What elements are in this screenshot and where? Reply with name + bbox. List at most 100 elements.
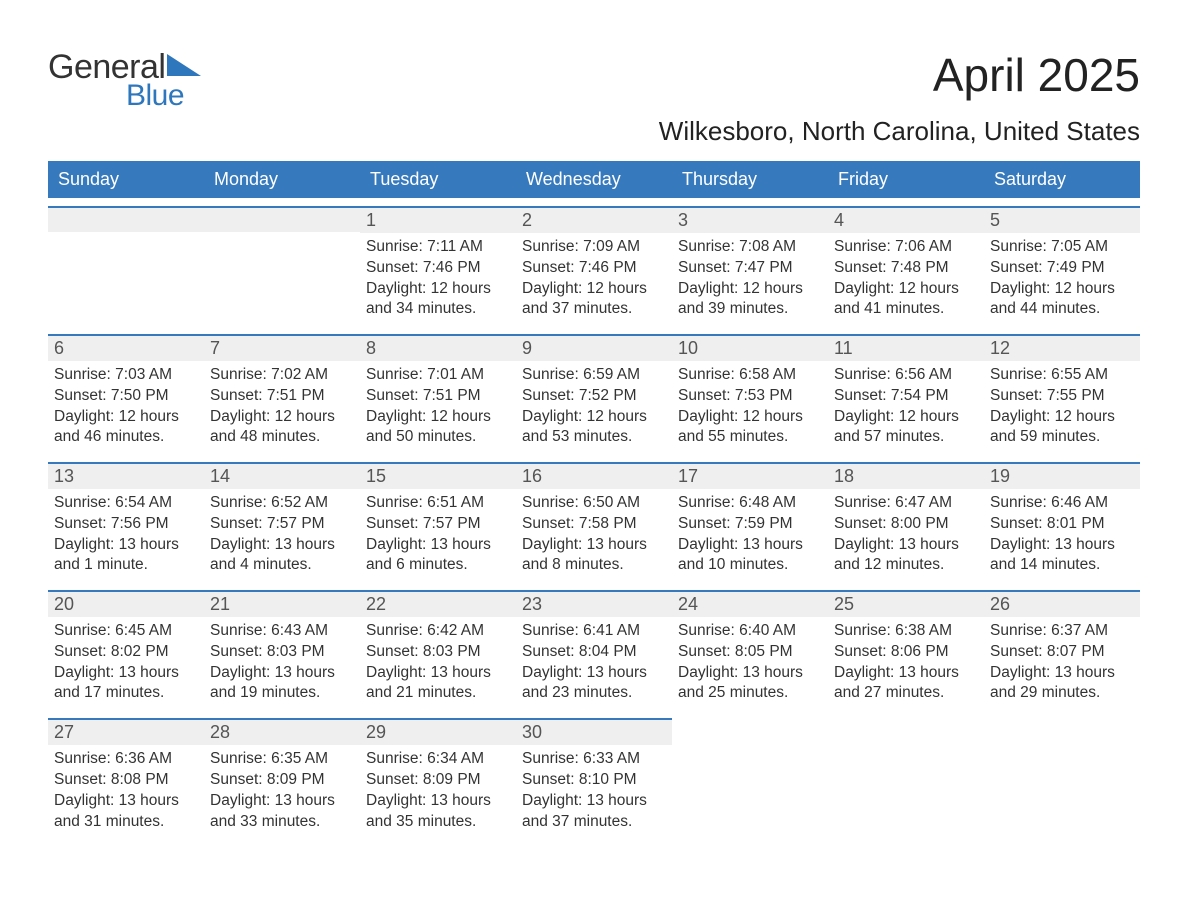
- sunset-line: Sunset: 8:01 PM: [990, 514, 1134, 535]
- day-details: Sunrise: 7:03 AMSunset: 7:50 PMDaylight:…: [48, 361, 204, 454]
- day-number: 18: [828, 462, 984, 489]
- daylight-line: Daylight: 13 hours: [522, 535, 666, 556]
- daylight-line: Daylight: 13 hours: [522, 663, 666, 684]
- daylight-line: Daylight: 12 hours: [678, 279, 822, 300]
- daylight-line: and 35 minutes.: [366, 812, 510, 833]
- daylight-line: Daylight: 13 hours: [834, 663, 978, 684]
- daylight-line: Daylight: 13 hours: [366, 791, 510, 812]
- weeks-container: 1Sunrise: 7:11 AMSunset: 7:46 PMDaylight…: [48, 206, 1140, 838]
- month-title: April 2025: [659, 48, 1140, 102]
- calendar-week: 13Sunrise: 6:54 AMSunset: 7:56 PMDayligh…: [48, 462, 1140, 582]
- sunset-line: Sunset: 8:10 PM: [522, 770, 666, 791]
- day-details: Sunrise: 7:02 AMSunset: 7:51 PMDaylight:…: [204, 361, 360, 454]
- day-details: Sunrise: 6:59 AMSunset: 7:52 PMDaylight:…: [516, 361, 672, 454]
- day-number: 3: [672, 206, 828, 233]
- day-number: 17: [672, 462, 828, 489]
- day-number: 4: [828, 206, 984, 233]
- calendar-cell: 26Sunrise: 6:37 AMSunset: 8:07 PMDayligh…: [984, 590, 1140, 710]
- sunset-line: Sunset: 7:52 PM: [522, 386, 666, 407]
- day-details: Sunrise: 7:06 AMSunset: 7:48 PMDaylight:…: [828, 233, 984, 326]
- daylight-line: Daylight: 12 hours: [990, 407, 1134, 428]
- daylight-line: Daylight: 13 hours: [522, 791, 666, 812]
- day-number: [204, 206, 360, 232]
- daylight-line: Daylight: 13 hours: [54, 535, 198, 556]
- daylight-line: Daylight: 12 hours: [522, 407, 666, 428]
- day-details: Sunrise: 6:36 AMSunset: 8:08 PMDaylight:…: [48, 745, 204, 838]
- logo-triangle-icon: [167, 54, 201, 81]
- sunset-line: Sunset: 8:03 PM: [366, 642, 510, 663]
- calendar-cell: 9Sunrise: 6:59 AMSunset: 7:52 PMDaylight…: [516, 334, 672, 454]
- daylight-line: Daylight: 12 hours: [522, 279, 666, 300]
- calendar-cell: 4Sunrise: 7:06 AMSunset: 7:48 PMDaylight…: [828, 206, 984, 326]
- day-details: Sunrise: 7:05 AMSunset: 7:49 PMDaylight:…: [984, 233, 1140, 326]
- sunrise-line: Sunrise: 6:42 AM: [366, 621, 510, 642]
- sunrise-line: Sunrise: 6:56 AM: [834, 365, 978, 386]
- daylight-line: and 46 minutes.: [54, 427, 198, 448]
- day-details: Sunrise: 6:52 AMSunset: 7:57 PMDaylight:…: [204, 489, 360, 582]
- sunrise-line: Sunrise: 7:06 AM: [834, 237, 978, 258]
- calendar-cell: 19Sunrise: 6:46 AMSunset: 8:01 PMDayligh…: [984, 462, 1140, 582]
- calendar-cell: 1Sunrise: 7:11 AMSunset: 7:46 PMDaylight…: [360, 206, 516, 326]
- day-details: Sunrise: 6:33 AMSunset: 8:10 PMDaylight:…: [516, 745, 672, 838]
- sunset-line: Sunset: 8:08 PM: [54, 770, 198, 791]
- daylight-line: and 55 minutes.: [678, 427, 822, 448]
- day-number: 23: [516, 590, 672, 617]
- header: General Blue April 2025 Wilkesboro, Nort…: [48, 48, 1140, 147]
- day-details: Sunrise: 6:45 AMSunset: 8:02 PMDaylight:…: [48, 617, 204, 710]
- day-headers-row: SundayMondayTuesdayWednesdayThursdayFrid…: [48, 161, 1140, 198]
- day-details: Sunrise: 6:42 AMSunset: 8:03 PMDaylight:…: [360, 617, 516, 710]
- daylight-line: and 12 minutes.: [834, 555, 978, 576]
- sunset-line: Sunset: 7:59 PM: [678, 514, 822, 535]
- day-details: Sunrise: 6:47 AMSunset: 8:00 PMDaylight:…: [828, 489, 984, 582]
- calendar-cell: 13Sunrise: 6:54 AMSunset: 7:56 PMDayligh…: [48, 462, 204, 582]
- daylight-line: and 17 minutes.: [54, 683, 198, 704]
- calendar-cell: 20Sunrise: 6:45 AMSunset: 8:02 PMDayligh…: [48, 590, 204, 710]
- sunset-line: Sunset: 7:57 PM: [210, 514, 354, 535]
- sunrise-line: Sunrise: 6:35 AM: [210, 749, 354, 770]
- daylight-line: and 4 minutes.: [210, 555, 354, 576]
- day-number: 12: [984, 334, 1140, 361]
- day-details: Sunrise: 7:11 AMSunset: 7:46 PMDaylight:…: [360, 233, 516, 326]
- calendar-cell: 10Sunrise: 6:58 AMSunset: 7:53 PMDayligh…: [672, 334, 828, 454]
- calendar-cell: 7Sunrise: 7:02 AMSunset: 7:51 PMDaylight…: [204, 334, 360, 454]
- day-header: Tuesday: [360, 161, 516, 198]
- day-details: Sunrise: 6:56 AMSunset: 7:54 PMDaylight:…: [828, 361, 984, 454]
- sunrise-line: Sunrise: 6:43 AM: [210, 621, 354, 642]
- day-number: 13: [48, 462, 204, 489]
- day-number: 30: [516, 718, 672, 745]
- calendar-cell: 8Sunrise: 7:01 AMSunset: 7:51 PMDaylight…: [360, 334, 516, 454]
- daylight-line: Daylight: 12 hours: [54, 407, 198, 428]
- sunset-line: Sunset: 8:05 PM: [678, 642, 822, 663]
- calendar-cell: 22Sunrise: 6:42 AMSunset: 8:03 PMDayligh…: [360, 590, 516, 710]
- daylight-line: and 50 minutes.: [366, 427, 510, 448]
- daylight-line: Daylight: 12 hours: [990, 279, 1134, 300]
- day-details: Sunrise: 6:34 AMSunset: 8:09 PMDaylight:…: [360, 745, 516, 838]
- sunset-line: Sunset: 7:46 PM: [366, 258, 510, 279]
- sunset-line: Sunset: 7:57 PM: [366, 514, 510, 535]
- day-number: 21: [204, 590, 360, 617]
- day-details: Sunrise: 6:43 AMSunset: 8:03 PMDaylight:…: [204, 617, 360, 710]
- calendar-cell: 18Sunrise: 6:47 AMSunset: 8:00 PMDayligh…: [828, 462, 984, 582]
- daylight-line: and 31 minutes.: [54, 812, 198, 833]
- day-number: 2: [516, 206, 672, 233]
- day-details: Sunrise: 6:54 AMSunset: 7:56 PMDaylight:…: [48, 489, 204, 582]
- calendar-cell: 16Sunrise: 6:50 AMSunset: 7:58 PMDayligh…: [516, 462, 672, 582]
- sunrise-line: Sunrise: 7:03 AM: [54, 365, 198, 386]
- day-number: 27: [48, 718, 204, 745]
- sunset-line: Sunset: 7:46 PM: [522, 258, 666, 279]
- daylight-line: Daylight: 13 hours: [54, 663, 198, 684]
- sunrise-line: Sunrise: 6:50 AM: [522, 493, 666, 514]
- daylight-line: and 21 minutes.: [366, 683, 510, 704]
- calendar-cell: 15Sunrise: 6:51 AMSunset: 7:57 PMDayligh…: [360, 462, 516, 582]
- day-number: 9: [516, 334, 672, 361]
- daylight-line: and 14 minutes.: [990, 555, 1134, 576]
- calendar-cell: 27Sunrise: 6:36 AMSunset: 8:08 PMDayligh…: [48, 718, 204, 838]
- daylight-line: and 53 minutes.: [522, 427, 666, 448]
- daylight-line: and 27 minutes.: [834, 683, 978, 704]
- logo-text-blue: Blue: [126, 79, 184, 113]
- daylight-line: Daylight: 13 hours: [366, 535, 510, 556]
- sunset-line: Sunset: 8:09 PM: [366, 770, 510, 791]
- sunset-line: Sunset: 7:49 PM: [990, 258, 1134, 279]
- day-header: Wednesday: [516, 161, 672, 198]
- sunrise-line: Sunrise: 7:01 AM: [366, 365, 510, 386]
